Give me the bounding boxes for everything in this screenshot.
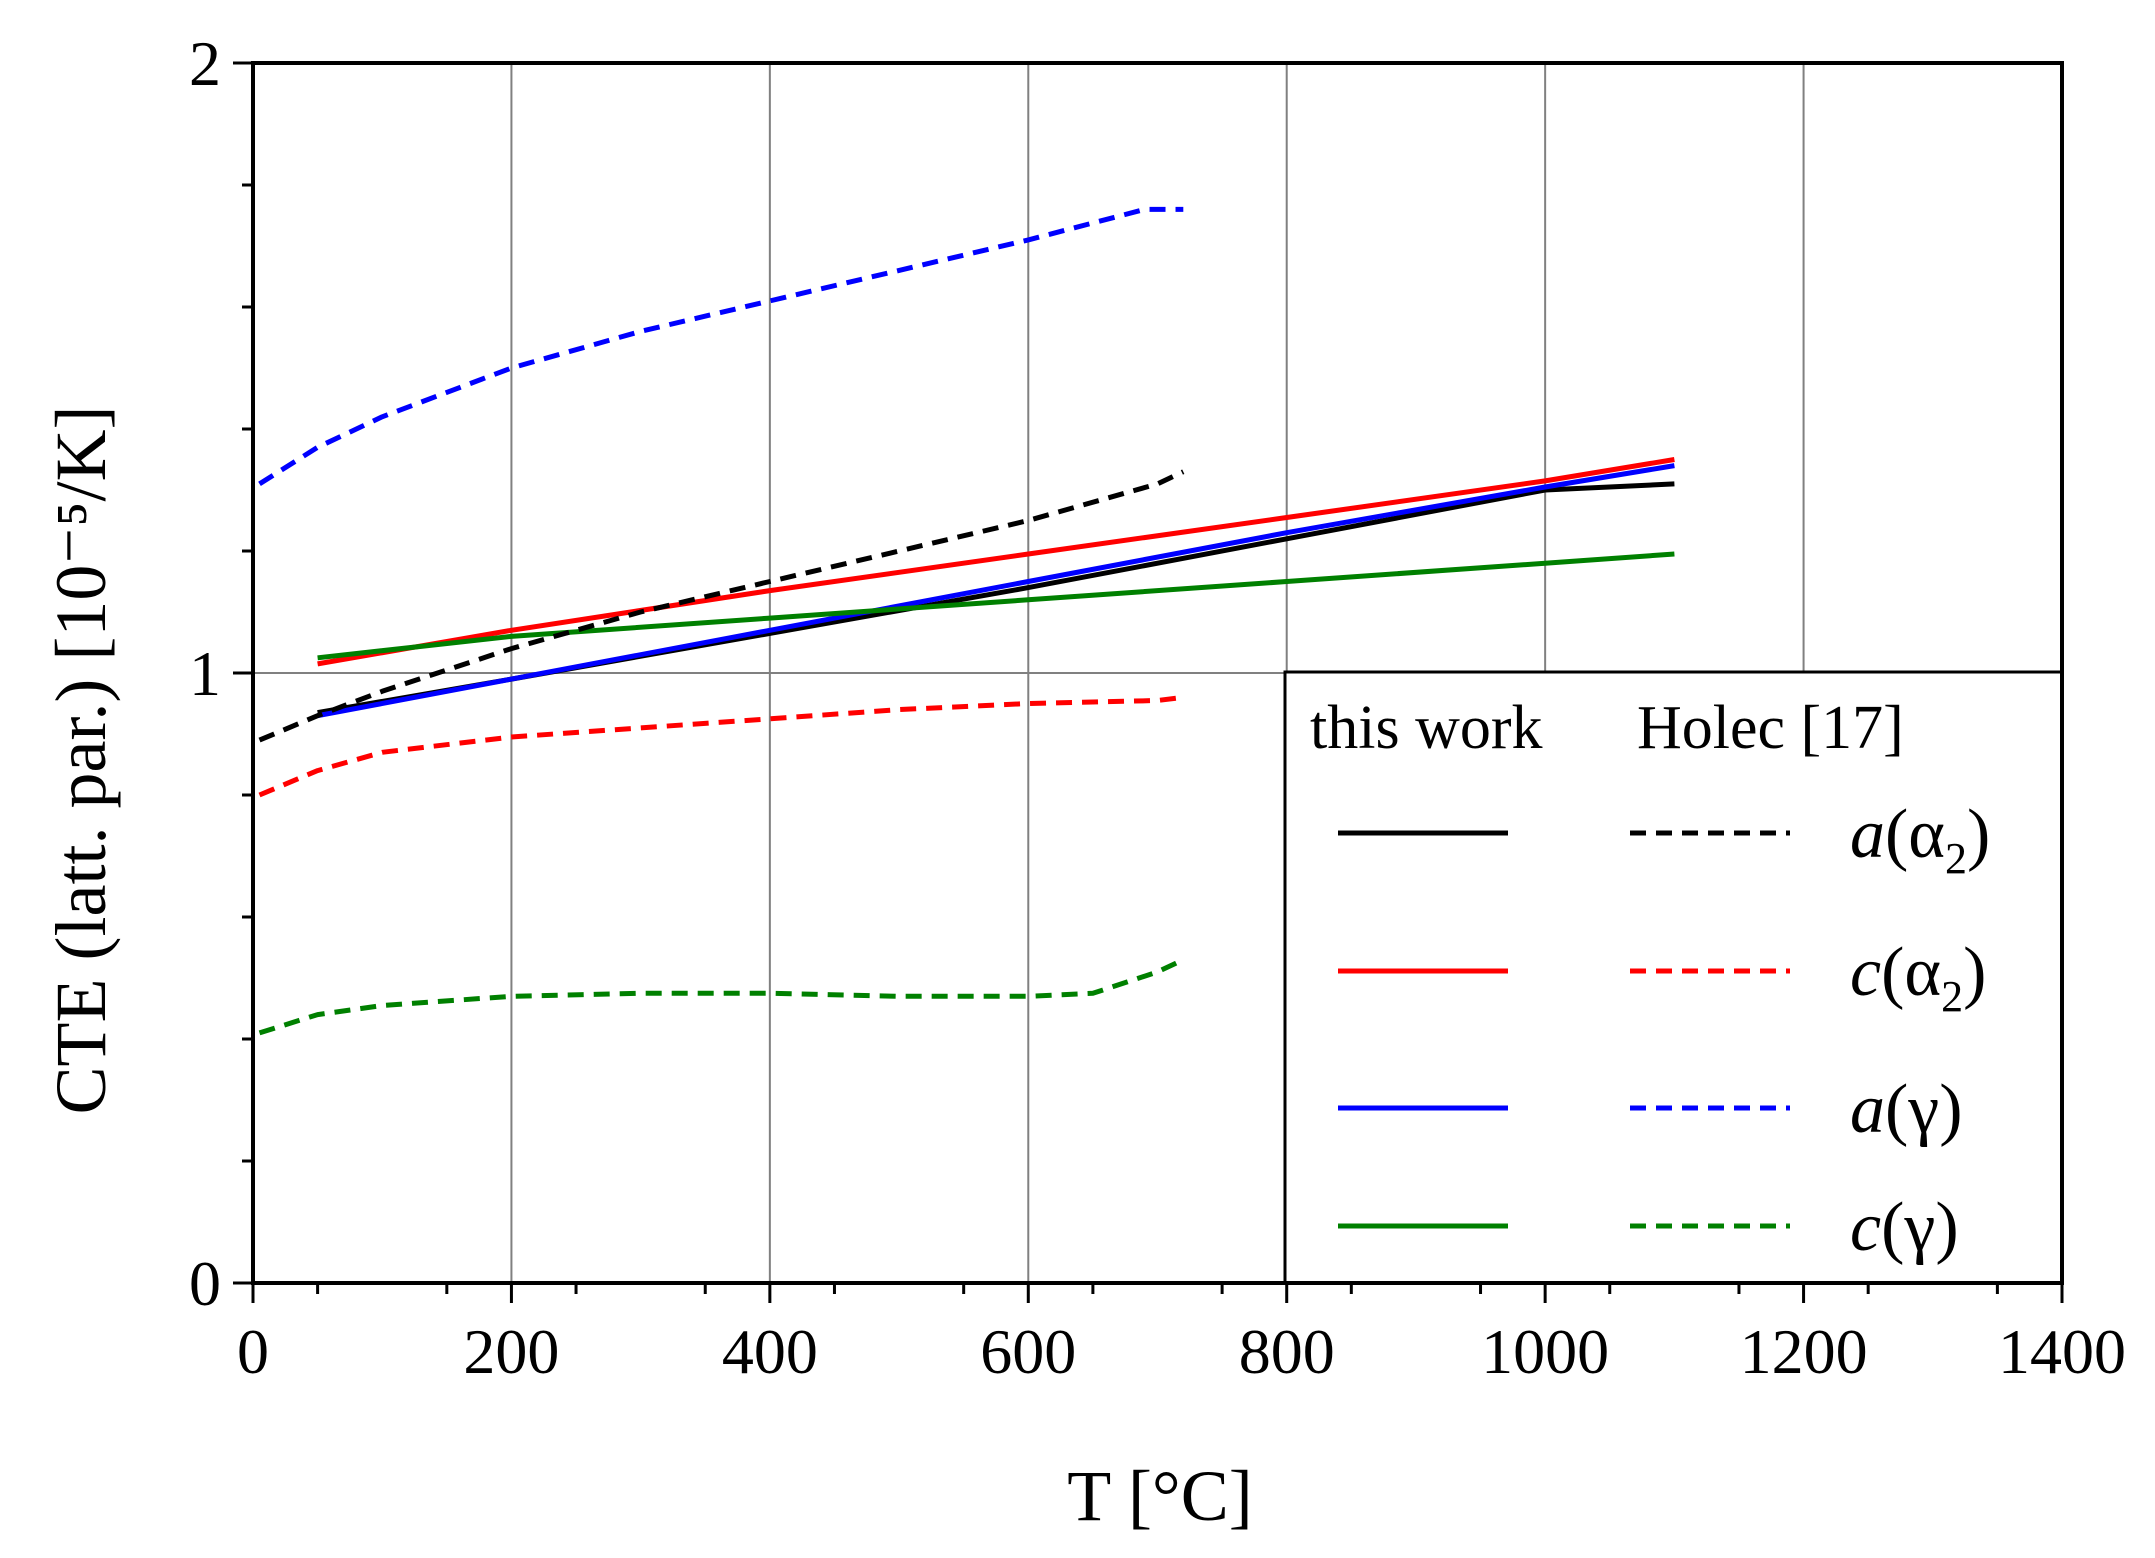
y-axis-label: CTE (latt. par.) [10⁻⁵/K] bbox=[41, 406, 121, 1115]
legend-label-3: c(γ) bbox=[1850, 1189, 1959, 1266]
legend-box bbox=[1283, 670, 2064, 1285]
x-tick-label-600: 600 bbox=[980, 1316, 1076, 1387]
legend-header-holec: Holec [17] bbox=[1637, 694, 1904, 762]
axis-ticks: 0 200 400 600 800 1000 1200 1400 0 1 2 bbox=[189, 28, 2126, 1387]
y-tick-label-1: 1 bbox=[189, 638, 221, 709]
series-line-7 bbox=[258, 957, 1185, 1036]
y-tick-label-0: 0 bbox=[189, 1248, 221, 1319]
x-tick-label-1400: 1400 bbox=[1998, 1316, 2126, 1387]
x-axis-label: T [°C] bbox=[1067, 1456, 1252, 1536]
y-tick-label-2: 2 bbox=[189, 28, 221, 99]
data-series bbox=[258, 206, 1675, 1036]
legend-label-2: a(γ) bbox=[1850, 1071, 1963, 1148]
legend-header-this-work: this work bbox=[1310, 694, 1543, 762]
series-line-1 bbox=[317, 457, 1675, 667]
series-line-5 bbox=[258, 694, 1184, 798]
legend-label-1: c(α2) bbox=[1850, 934, 1986, 1021]
series-line-6 bbox=[258, 206, 1184, 487]
series-line-4 bbox=[258, 469, 1185, 743]
x-tick-label-400: 400 bbox=[722, 1316, 818, 1387]
series-line-3 bbox=[317, 551, 1675, 661]
series-line-2 bbox=[317, 463, 1675, 719]
legend-label-0: a(α2) bbox=[1850, 796, 1990, 883]
x-tick-label-1000: 1000 bbox=[1481, 1316, 1609, 1387]
legend-items: a(α2) c(α2) a(γ) c(γ) bbox=[1338, 796, 1990, 1266]
legend-frame bbox=[1283, 670, 2064, 1285]
x-tick-label-0: 0 bbox=[237, 1316, 269, 1387]
x-tick-label-800: 800 bbox=[1239, 1316, 1335, 1387]
x-tick-label-1200: 1200 bbox=[1740, 1316, 1868, 1387]
x-tick-label-200: 200 bbox=[463, 1316, 559, 1387]
